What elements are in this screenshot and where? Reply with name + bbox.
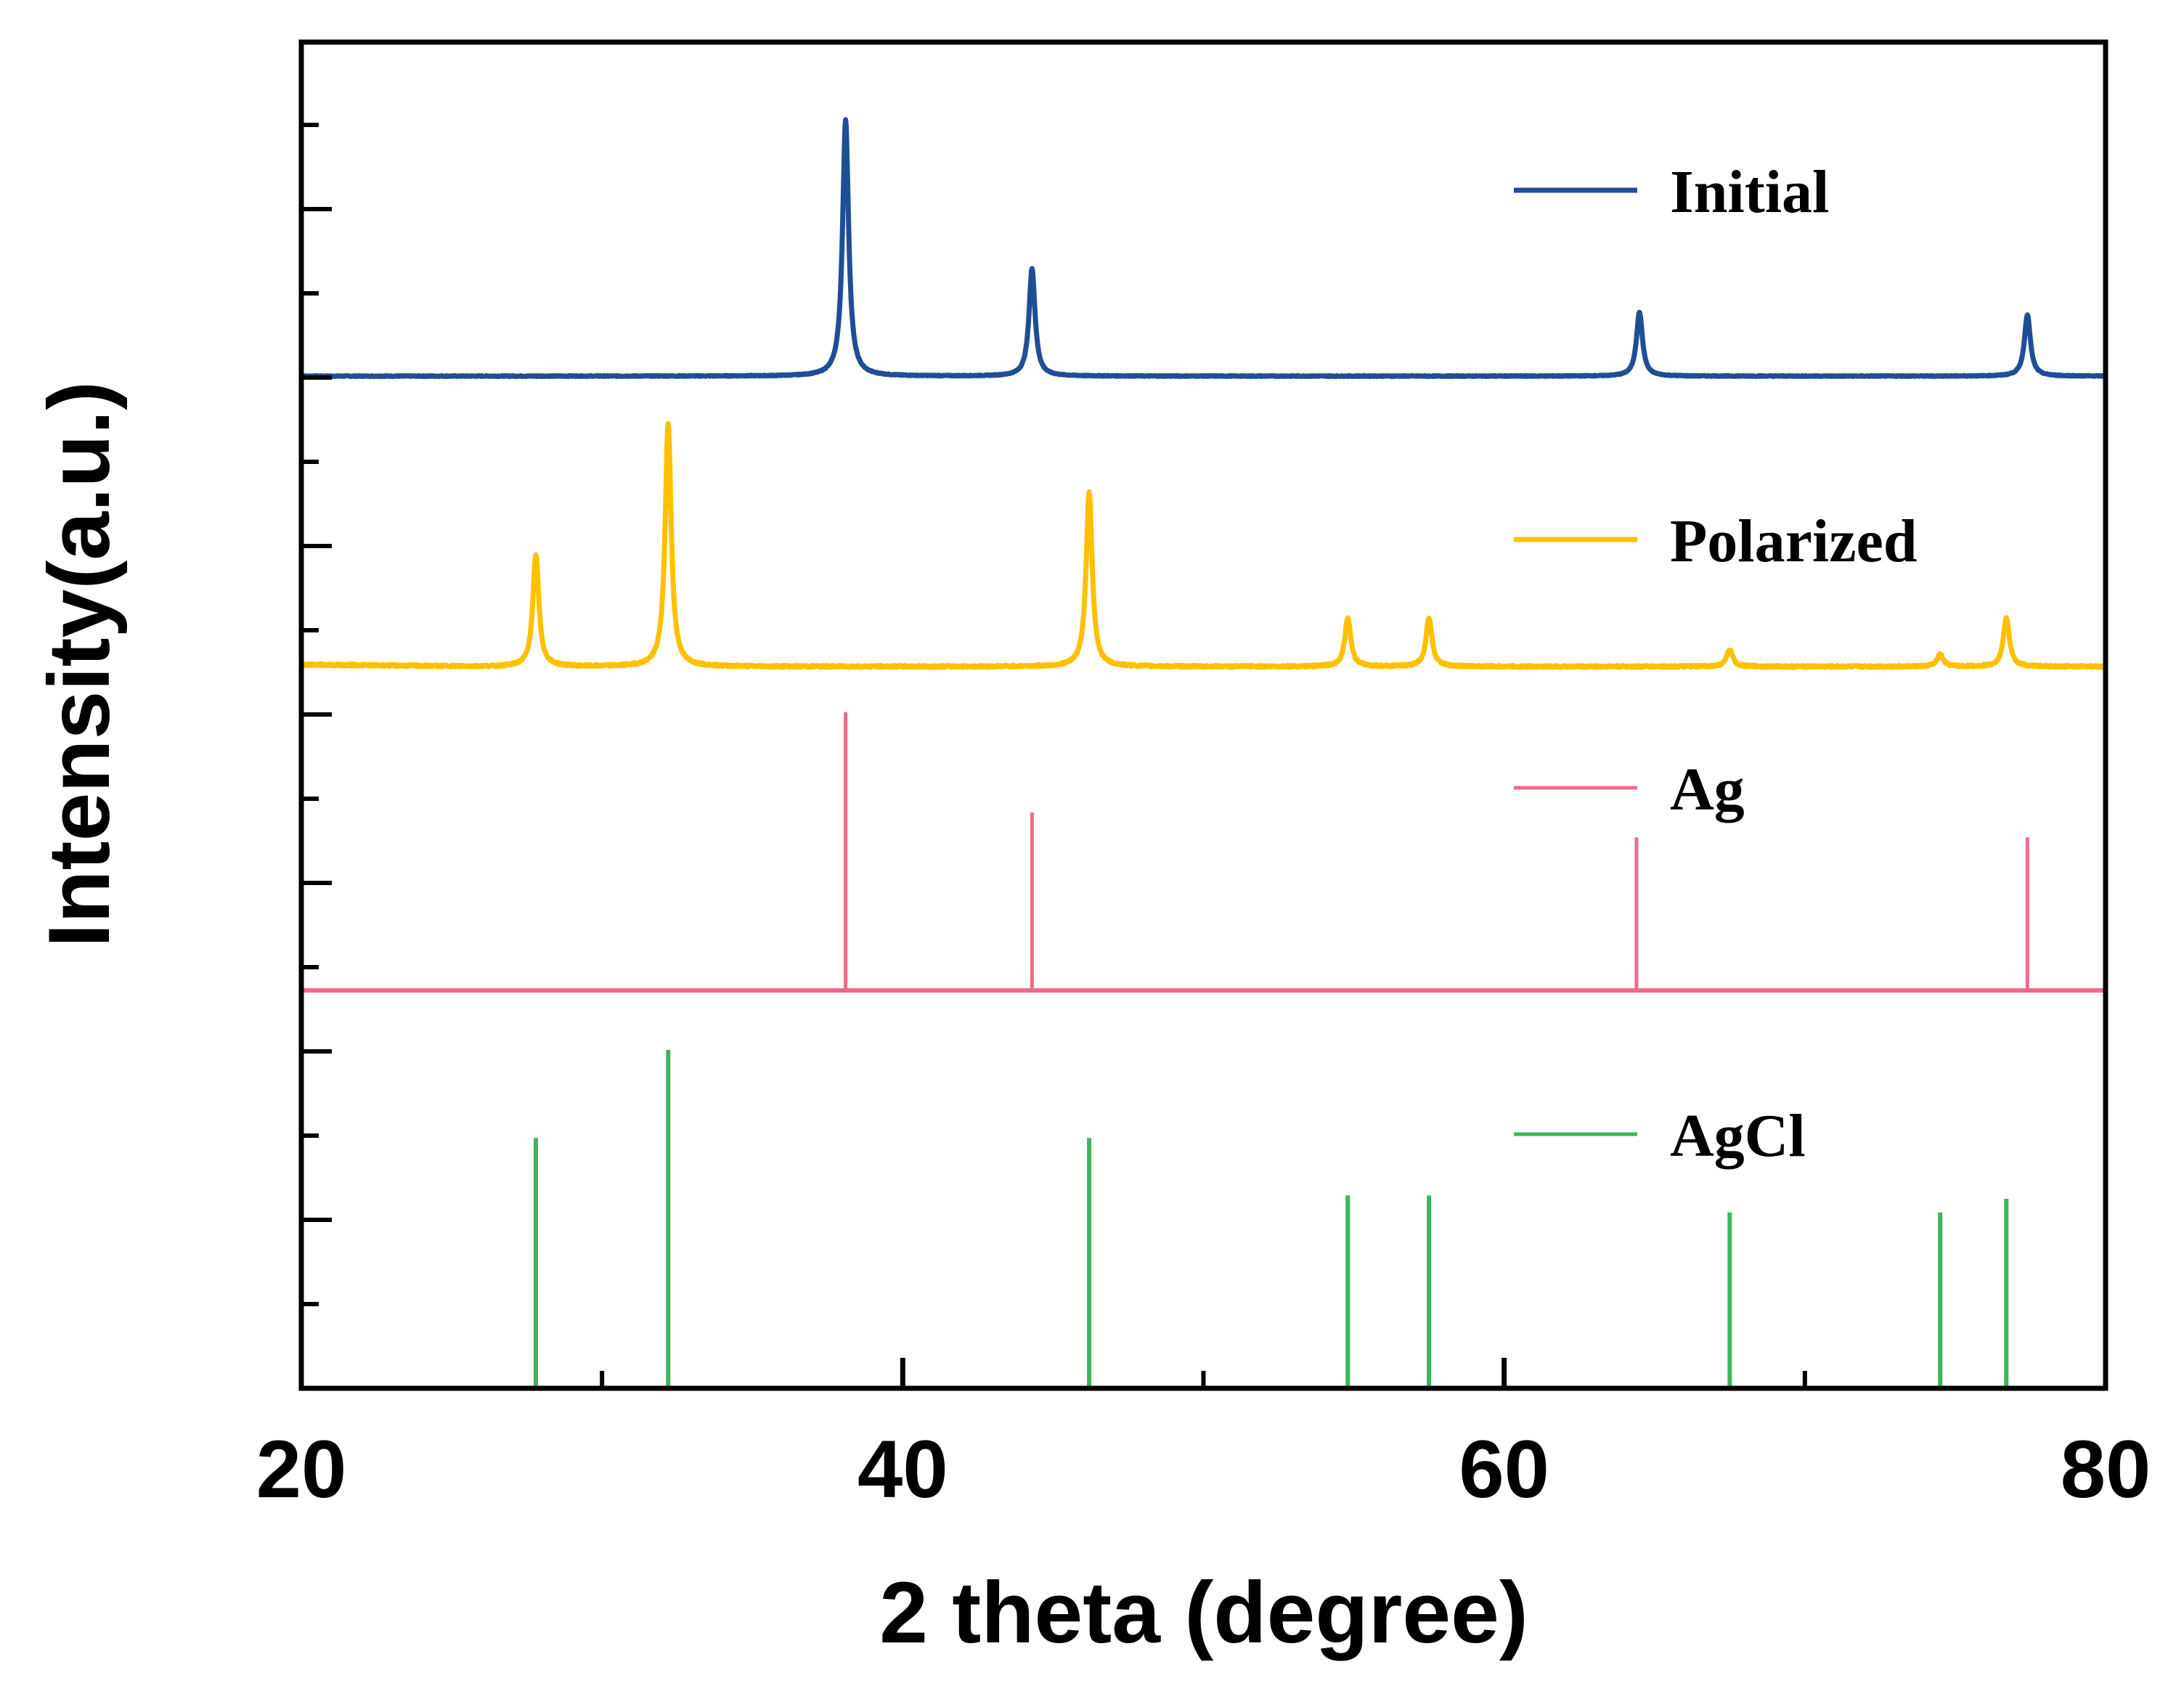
x-axis-title: 2 theta (degree): [879, 1564, 1528, 1661]
legend-label-initial: Initial: [1670, 158, 1829, 226]
legend-item-initial: Initial: [1514, 158, 1829, 226]
series-agcl: [534, 1050, 2009, 1388]
series-line-initial: [299, 117, 2108, 379]
series-line-polarized: [299, 421, 2108, 670]
series-layer: [299, 117, 2108, 1388]
x-tick-label-40: 40: [857, 1424, 948, 1515]
series-initial: [299, 117, 2108, 379]
x-tick-label-20: 20: [256, 1424, 347, 1515]
legend-layer: Initial Polarized Ag AgCl: [1514, 158, 1918, 1170]
x-tick-label-60: 60: [1459, 1424, 1549, 1515]
legend-item-polarized: Polarized: [1514, 508, 1918, 575]
y-axis-title: Intensity(a.u.): [30, 381, 128, 948]
axis-layer: 20 40 60 80: [256, 39, 2151, 1515]
legend-item-agcl: AgCl: [1514, 1102, 1806, 1170]
legend-item-ag: Ag: [1514, 756, 1745, 823]
legend-label-ag: Ag: [1670, 756, 1745, 823]
x-tick-label-80: 80: [2061, 1424, 2151, 1515]
legend-label-agcl: AgCl: [1670, 1102, 1806, 1170]
legend-label-polarized: Polarized: [1670, 508, 1918, 575]
series-ag: [301, 712, 2106, 993]
series-polarized: [299, 421, 2108, 670]
